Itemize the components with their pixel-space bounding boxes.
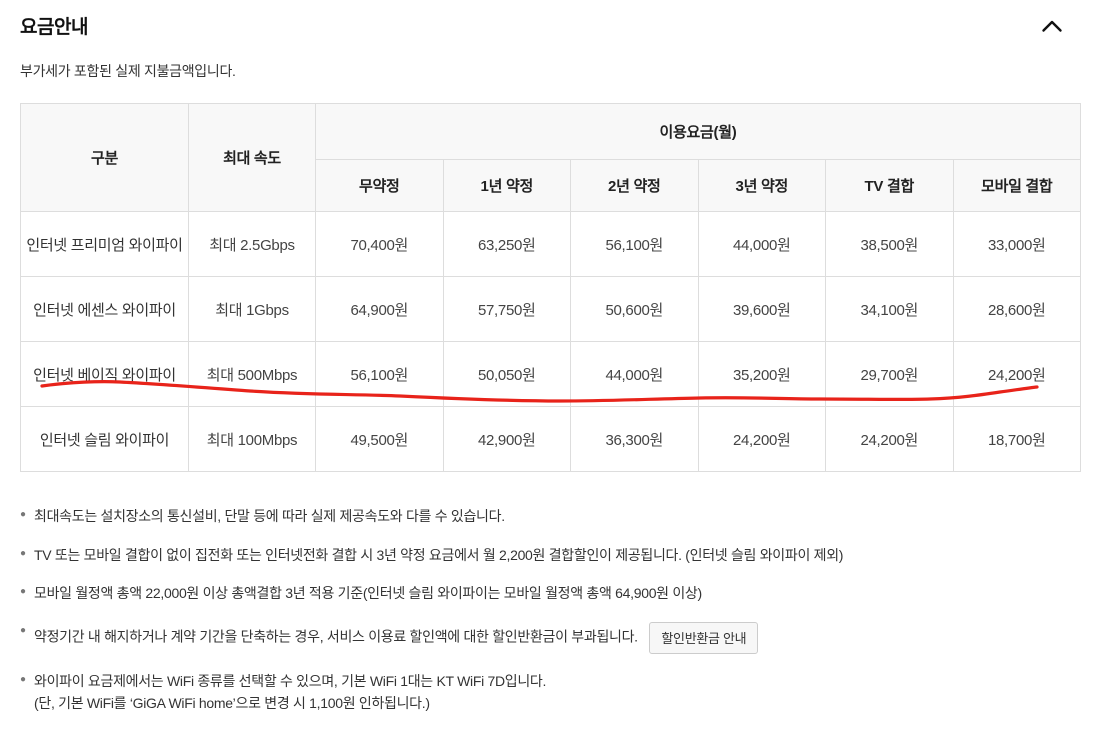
bullet-icon: ●: [20, 547, 26, 559]
fee-cell: 28,600원: [952, 276, 1081, 342]
chevron-up-icon: [1041, 20, 1063, 36]
fee-cell: 63,250원: [442, 211, 571, 277]
bullet-icon: ●: [20, 625, 26, 637]
fee-table: 구분 최대 속도 이용요금(월) 무약정 1년 약정 2년 약정 3년 약정 T…: [20, 103, 1081, 472]
bullet-icon: ●: [20, 674, 26, 686]
fee-cell: 24,200원: [697, 406, 826, 472]
fee-cell: 34,100원: [825, 276, 954, 342]
fee-cell: 50,600원: [570, 276, 699, 342]
fee-cell: 24,200원: [952, 341, 1081, 407]
col-header-max-speed: 최대 속도: [188, 103, 316, 212]
table-row-basic-wifi: 인터넷 베이직 와이파이 최대 500Mbps 56,100원 50,050원 …: [20, 341, 1081, 407]
plan-name: 인터넷 에센스 와이파이: [20, 276, 189, 342]
note-text: 약정기간 내 해지하거나 계약 기간을 단축하는 경우, 서비스 이용료 할인액…: [34, 628, 638, 645]
note-text: 최대속도는 설치장소의 통신설비, 단말 등에 따라 실제 제공속도와 다를 수…: [34, 508, 505, 524]
fee-cell: 36,300원: [570, 406, 699, 472]
col-header-1yr: 1년 약정: [442, 159, 571, 212]
page-title: 요금안내: [20, 17, 88, 38]
note-refund: ● 약정기간 내 해지하거나 계약 기간을 단축하는 경우, 서비스 이용료 할…: [20, 622, 1081, 655]
refund-guide-button[interactable]: 할인반환금 안내: [649, 622, 759, 655]
col-header-3yr: 3년 약정: [697, 159, 826, 212]
fee-cell: 38,500원: [825, 211, 954, 277]
plan-speed: 최대 500Mbps: [188, 341, 316, 407]
note-mobile-total: ● 모바일 월정액 총액 22,000원 이상 총액결합 3년 적용 기준(인터…: [20, 583, 1081, 605]
note-max-speed: ● 최대속도는 설치장소의 통신설비, 단말 등에 따라 실제 제공속도와 다를…: [20, 506, 1081, 528]
fee-cell: 56,100원: [570, 211, 699, 277]
fee-cell: 29,700원: [825, 341, 954, 407]
col-header-mobile-bundle: 모바일 결합: [952, 159, 1081, 212]
plan-speed: 최대 1Gbps: [188, 276, 316, 342]
col-header-2yr: 2년 약정: [570, 159, 699, 212]
plan-name: 인터넷 슬림 와이파이: [20, 406, 189, 472]
note-text-line2: (단, 기본 WiFi를 ‘GiGA WiFi home’으로 변경 시 1,1…: [34, 694, 430, 711]
plan-speed: 최대 100Mbps: [188, 406, 316, 472]
footnotes: ● 최대속도는 설치장소의 통신설비, 단말 등에 따라 실제 제공속도와 다를…: [20, 506, 1081, 714]
table-row-premium-wifi: 인터넷 프리미엄 와이파이 최대 2.5Gbps 70,400원 63,250원…: [20, 211, 1081, 277]
note-text: TV 또는 모바일 결합이 없이 집전화 또는 인터넷전화 결합 시 3년 약정…: [34, 546, 844, 563]
plan-name: 인터넷 베이직 와이파이: [20, 341, 189, 407]
bullet-icon: ●: [20, 509, 26, 520]
col-header-category: 구분: [20, 103, 189, 212]
table-row-essence-wifi: 인터넷 에센스 와이파이 최대 1Gbps 64,900원 57,750원 50…: [20, 276, 1081, 342]
fee-cell: 24,200원: [825, 406, 954, 472]
fee-cell: 56,100원: [315, 341, 444, 407]
fee-cell: 49,500원: [315, 406, 444, 472]
fee-cell: 64,900원: [315, 276, 444, 342]
fee-cell: 44,000원: [697, 211, 826, 277]
fee-cell: 39,600원: [697, 276, 826, 342]
col-header-usage-fee: 이용요금(월): [315, 103, 1081, 160]
note-text: 모바일 월정액 총액 22,000원 이상 총액결합 3년 적용 기준(인터넷 …: [34, 585, 702, 602]
fee-cell: 57,750원: [442, 276, 571, 342]
section-header: 요금안내: [20, 10, 1081, 39]
note-text: 와이파이 요금제에서는 WiFi 종류를 선택할 수 있으며, 기본 WiFi …: [34, 673, 547, 690]
fee-table-wrap: 구분 최대 속도 이용요금(월) 무약정 1년 약정 2년 약정 3년 약정 T…: [20, 103, 1081, 472]
col-header-tv-bundle: TV 결합: [825, 159, 954, 212]
col-header-no-contract: 무약정: [315, 159, 444, 212]
fee-cell: 35,200원: [697, 341, 826, 407]
fee-cell: 42,900원: [442, 406, 571, 472]
vat-included-note: 부가세가 포함된 실제 지불금액입니다.: [20, 63, 236, 79]
note-wifi-type: ● 와이파이 요금제에서는 WiFi 종류를 선택할 수 있으며, 기본 WiF…: [20, 671, 1081, 714]
plan-speed: 최대 2.5Gbps: [188, 211, 316, 277]
fee-cell: 44,000원: [570, 341, 699, 407]
fee-cell: 33,000원: [952, 211, 1081, 277]
fee-cell: 18,700원: [952, 406, 1081, 472]
fee-cell: 50,050원: [442, 341, 571, 407]
table-row-slim-wifi: 인터넷 슬림 와이파이 최대 100Mbps 49,500원 42,900원 3…: [20, 406, 1081, 472]
collapse-toggle-button[interactable]: [1037, 15, 1067, 37]
note-bundle-discount: ● TV 또는 모바일 결합이 없이 집전화 또는 인터넷전화 결합 시 3년 …: [20, 545, 1081, 567]
plan-name: 인터넷 프리미엄 와이파이: [20, 211, 189, 277]
bullet-icon: ●: [20, 586, 26, 598]
fee-cell: 70,400원: [315, 211, 444, 277]
